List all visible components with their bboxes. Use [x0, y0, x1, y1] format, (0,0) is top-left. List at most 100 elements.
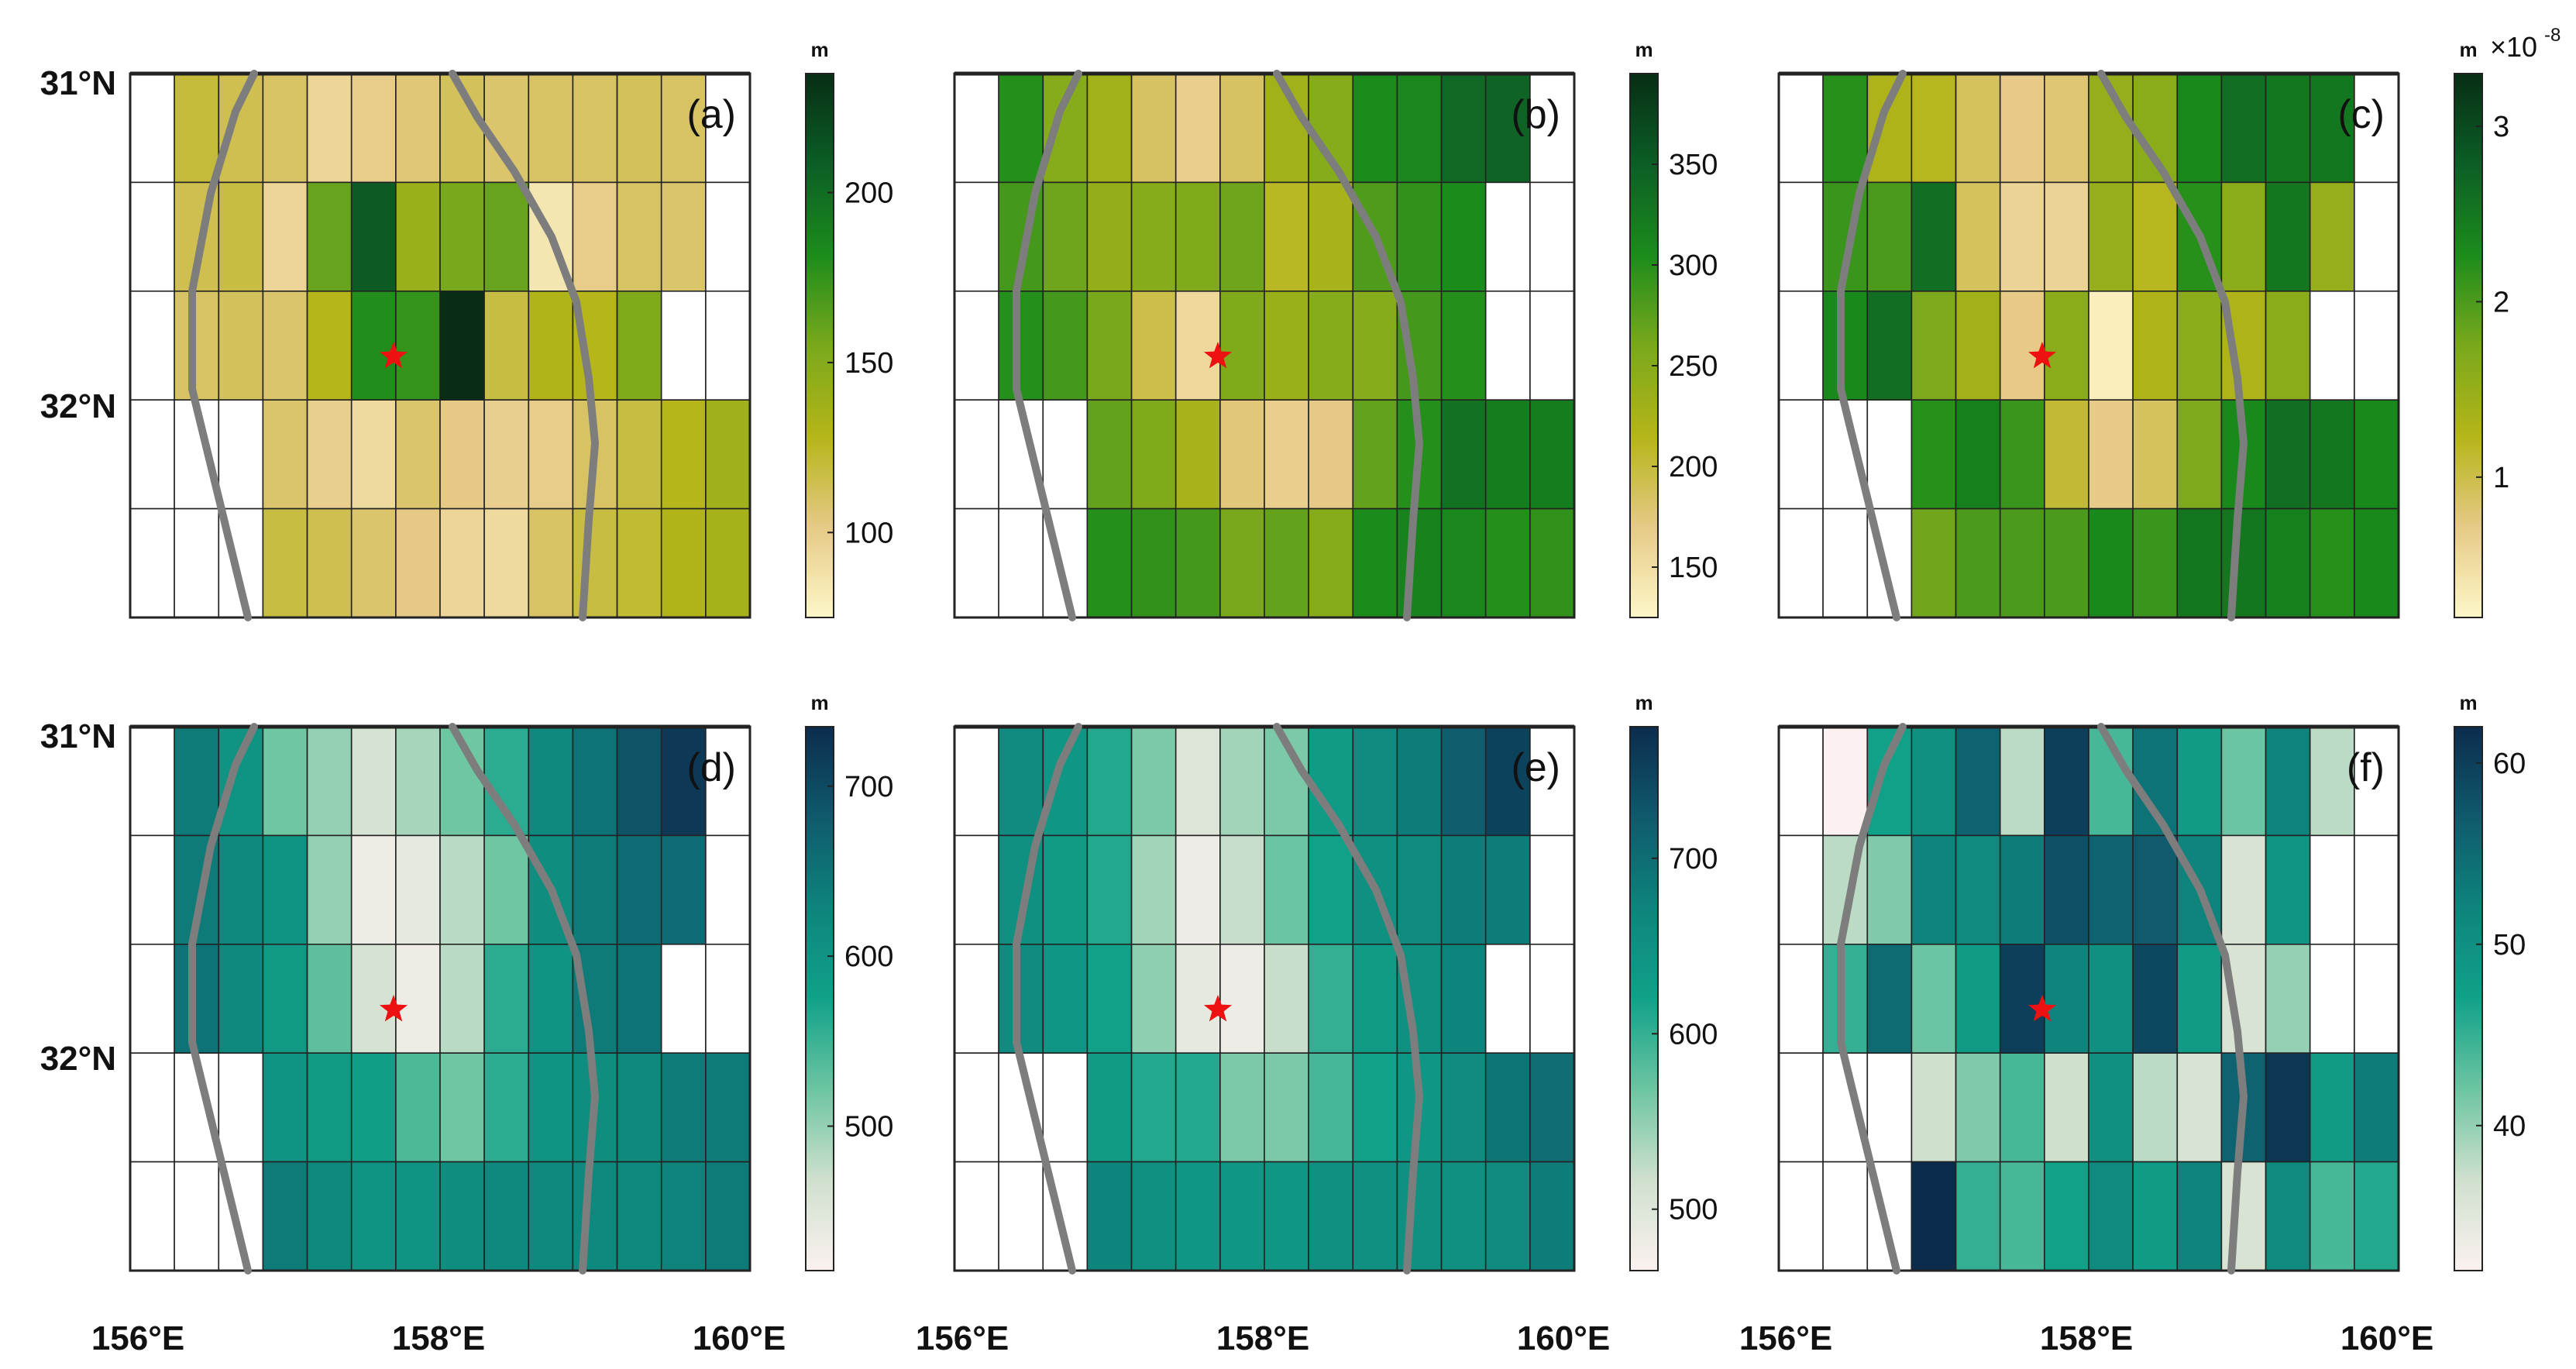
- heatmap-cell: [705, 1161, 751, 1271]
- heatmap-cell: [1352, 1161, 1398, 1271]
- colorbar-tick-label: 100: [844, 517, 893, 549]
- heatmap-cell: [1042, 726, 1089, 837]
- heatmap-cell: [1911, 399, 1957, 510]
- heatmap-cell: [218, 944, 264, 1054]
- heatmap-cell: [262, 1052, 308, 1163]
- heatmap-cell: [616, 290, 662, 401]
- heatmap-cell: [1175, 399, 1221, 510]
- panel-label: (a): [686, 92, 736, 137]
- heatmap-cell: [1175, 1161, 1221, 1271]
- heatmap-cell: [528, 399, 574, 510]
- heatmap-cell: [1440, 1161, 1487, 1271]
- star-marker-icon: [2027, 995, 2057, 1022]
- heatmap-cell: [1042, 73, 1089, 184]
- heatmap-cell: [350, 73, 397, 184]
- heatmap-cell: [998, 73, 1044, 184]
- heatmap-cell: [1130, 290, 1177, 401]
- colorbar-tick-label: 700: [1669, 843, 1718, 875]
- heatmap-cell: [660, 507, 707, 618]
- heatmap-cell: [616, 181, 662, 292]
- heatmap-cell: [2354, 507, 2399, 618]
- heatmap-cell: [262, 290, 308, 401]
- heatmap-cell: [483, 834, 529, 945]
- panel-label: (f): [2347, 745, 2385, 790]
- colorbar-tick-label: 150: [844, 347, 893, 380]
- colorbar-tick-label: 200: [1669, 451, 1718, 483]
- colorbar: [2454, 726, 2483, 1271]
- heatmap-cell: [1086, 834, 1133, 945]
- heatmap-cell: [1352, 944, 1398, 1054]
- colorbar-exponent-value: -8: [2544, 25, 2561, 46]
- colorbar-tick-label: 150: [1669, 552, 1718, 584]
- heatmap-cell: [1130, 726, 1177, 837]
- colorbar-tick-label: 300: [1669, 249, 1718, 282]
- heatmap-cell: [1911, 73, 1957, 184]
- heatmap-cell: [1175, 181, 1221, 292]
- heatmap-cell: [1396, 1161, 1443, 1271]
- heatmap-cell: [1086, 73, 1133, 184]
- heatmap-cell: [1175, 290, 1221, 401]
- empty-cell: [954, 1161, 999, 1271]
- heatmap-cell: [616, 944, 662, 1054]
- panel-label: (d): [686, 745, 736, 790]
- heatmap-cell: [705, 1052, 751, 1163]
- heatmap-cell: [616, 399, 662, 510]
- heatmap-cell: [1308, 507, 1353, 618]
- empty-cell: [1484, 181, 1531, 292]
- heatmap-cell: [395, 399, 441, 510]
- heatmap-cell: [2220, 181, 2267, 292]
- heatmap-cell: [306, 290, 353, 401]
- heatmap-cell: [1911, 1052, 1957, 1163]
- lat-label-31-bottom: 31°N: [40, 717, 116, 755]
- heatmap-cell: [2044, 834, 2089, 945]
- heatmap-cell: [350, 507, 397, 618]
- heatmap-cell: [2220, 73, 2267, 184]
- heatmap-cell: [306, 726, 353, 837]
- heatmap-cell: [1999, 726, 2045, 837]
- heatmap-cell: [1308, 290, 1353, 401]
- heatmap-cell: [1440, 944, 1487, 1054]
- heatmap-cell: [1175, 507, 1221, 618]
- empty-cell: [218, 1052, 264, 1163]
- heatmap-cell: [1308, 181, 1353, 292]
- heatmap-cell: [1529, 507, 1575, 618]
- heatmap-cell: [350, 1052, 397, 1163]
- empty-cell: [1866, 1052, 1913, 1163]
- empty-cell: [660, 290, 707, 401]
- boundary-curve-right: [449, 70, 599, 621]
- heatmap-cell: [1955, 181, 2001, 292]
- heatmap-cell: [1484, 834, 1531, 945]
- colorbar-tick-label: 500: [844, 1111, 893, 1144]
- empty-cell: [1529, 726, 1575, 837]
- heatmap-cell: [2044, 1052, 2089, 1163]
- heatmap-cell: [2132, 1161, 2179, 1271]
- boundary-curve-left: [1837, 70, 1907, 621]
- star-marker-icon: [379, 995, 408, 1022]
- empty-cell: [1778, 1161, 1824, 1271]
- colorbar-tick-label: 3: [2493, 111, 2509, 143]
- colorbar: [1629, 726, 1659, 1271]
- panel-f: (f) 40 50 60 m: [1777, 691, 2526, 1274]
- heatmap-cell: [1999, 944, 2045, 1054]
- empty-cell: [705, 834, 751, 945]
- heatmap-cell: [1911, 507, 1957, 618]
- empty-cell: [954, 726, 999, 837]
- heatmap-cell: [1911, 726, 1957, 837]
- heatmap-cell: [2309, 73, 2355, 184]
- heatmap-cell: [528, 1161, 574, 1271]
- heatmap-cell: [1352, 73, 1398, 184]
- empty-cell: [1778, 726, 1824, 837]
- heatmap-cell: [2265, 73, 2311, 184]
- heatmap-cell: [439, 944, 485, 1054]
- heatmap-cell: [2088, 399, 2134, 510]
- empty-cell: [218, 399, 264, 510]
- heatmap-cell: [1911, 1161, 1957, 1271]
- empty-cell: [1778, 181, 1824, 292]
- colorbar-tick-label: 50: [2493, 929, 2526, 961]
- heatmap-cell: [262, 507, 308, 618]
- empty-cell: [1529, 290, 1575, 401]
- empty-cell: [129, 399, 175, 510]
- lon-label-156-a: 156°E: [91, 1319, 184, 1357]
- heatmap-cell: [1264, 1161, 1309, 1271]
